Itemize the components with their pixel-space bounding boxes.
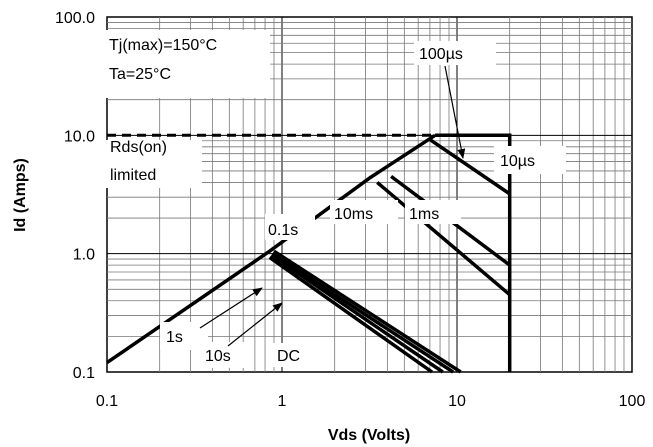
label-dc-box <box>270 343 326 367</box>
x-axis-title: Vds (Volts) <box>328 427 410 444</box>
rds-label-box <box>106 140 202 188</box>
label-100us: 100µs <box>419 46 463 63</box>
x-tick-label: 10 <box>448 393 466 410</box>
arrow-10s <box>227 302 283 347</box>
label-10s: 10s <box>205 348 231 365</box>
rds-label-line2: limited <box>110 167 156 184</box>
ta-label: Ta=25°C <box>109 66 171 83</box>
x-tick-label: 0.1 <box>96 393 118 410</box>
series-line-10s <box>428 138 511 196</box>
series-line-10ms <box>376 181 511 297</box>
y-tick-label: 100.0 <box>55 10 95 27</box>
tick-labels: 0.1 1 10 100 0.1 1.0 10.0 100.0 <box>55 10 645 410</box>
rds-label-line1: Rds(on) <box>110 139 167 156</box>
label-10s-box <box>202 342 244 368</box>
arrow-100us <box>444 65 466 159</box>
label-10ms: 10ms <box>334 206 373 223</box>
series-line-10s <box>270 253 444 374</box>
series-line-dc <box>268 255 434 374</box>
label-10ms-box <box>330 200 398 224</box>
y-tick-label: 10.0 <box>64 128 95 145</box>
label-01s-box <box>265 214 315 240</box>
label-1s: 1s <box>166 329 183 346</box>
label-100us-box <box>414 41 496 65</box>
x-tick-label: 1 <box>278 393 287 410</box>
label-10us: 10µs <box>500 153 535 170</box>
series-line-01s <box>273 249 462 374</box>
soa-envelope-line <box>106 133 437 365</box>
y-axis-title: Id (Amps) <box>12 158 29 232</box>
label-1ms-box <box>405 200 461 224</box>
tj-label-box <box>106 30 270 98</box>
y-tick-label: 1.0 <box>73 247 95 264</box>
annotations: Tj(max)=150°C Ta=25°C Rds(on) limited 10… <box>106 30 566 368</box>
label-dc: DC <box>277 348 300 365</box>
label-01s: 0.1s <box>268 222 298 239</box>
label-10us-box <box>494 146 566 174</box>
x-tick-label: 100 <box>619 393 646 410</box>
label-1ms: 1ms <box>409 206 439 223</box>
label-1s-box <box>160 322 208 350</box>
tj-max-label: Tj(max)=150°C <box>109 37 217 54</box>
arrow-1s <box>199 287 263 329</box>
series-line-1s <box>271 252 455 374</box>
y-tick-label: 0.1 <box>73 365 95 382</box>
